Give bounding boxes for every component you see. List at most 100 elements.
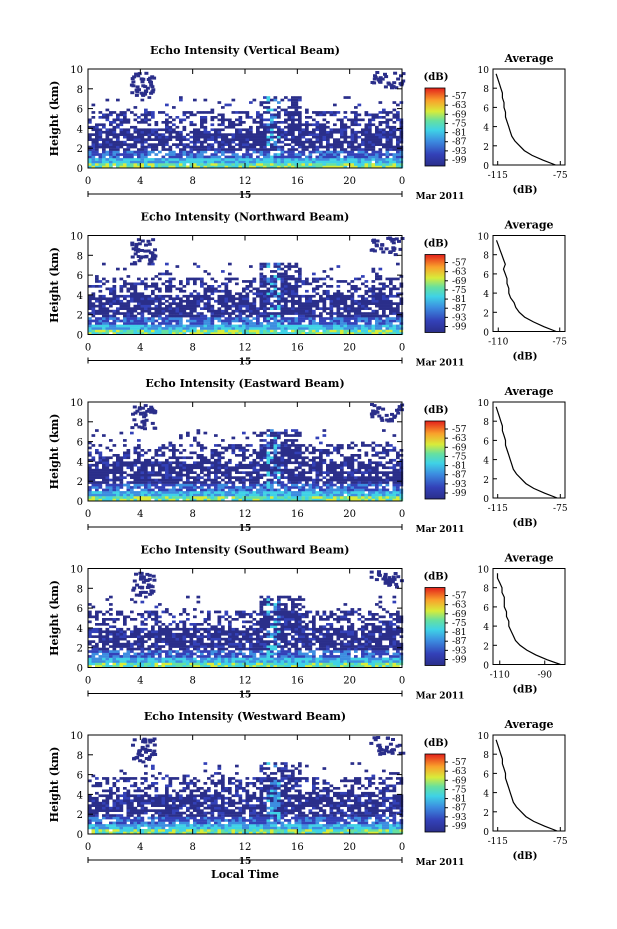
echo-cell <box>270 441 274 445</box>
echo-cell <box>364 444 369 447</box>
echo-cell <box>259 466 264 470</box>
echo-cell <box>368 155 372 159</box>
echo-cell <box>326 481 330 484</box>
echo-cell <box>375 128 379 132</box>
echo-cell <box>396 145 400 149</box>
echo-cell <box>207 297 211 301</box>
echo-cell <box>298 456 302 460</box>
echo-cell <box>382 128 386 132</box>
echo-cell <box>221 148 225 151</box>
echo-cell <box>329 111 334 114</box>
colorbar-tick-label: -87 <box>452 138 467 148</box>
echo-cell <box>252 468 257 472</box>
echo-cell <box>291 491 295 494</box>
panel-title: Echo Intensity (Vertical Beam) <box>150 44 340 57</box>
echo-cell <box>200 297 204 301</box>
echo-cell <box>95 332 99 335</box>
echo-cell <box>280 297 285 301</box>
echo-cell <box>200 493 204 497</box>
echo-cell <box>291 165 295 169</box>
echo-cell <box>137 458 141 462</box>
echo-cell <box>193 324 197 328</box>
echo-cell <box>172 307 176 310</box>
echo-cell <box>161 155 166 159</box>
echo-cell <box>375 294 379 298</box>
echo-cell <box>140 135 145 139</box>
echo-cell <box>224 307 229 310</box>
echo-cell <box>287 322 292 325</box>
echo-cell <box>217 143 222 146</box>
echo-cell <box>172 299 176 303</box>
echo-cell <box>200 496 204 499</box>
echo-cell <box>294 466 299 470</box>
echo-cell <box>312 449 316 452</box>
echo-cell <box>326 332 330 335</box>
echo-cell <box>340 148 344 151</box>
echo-cell <box>249 165 253 169</box>
echo-cell <box>256 307 260 310</box>
echo-cell <box>144 254 149 258</box>
echo-cell <box>102 302 106 305</box>
echo-cell <box>102 148 106 151</box>
echo-cell <box>249 309 253 313</box>
echo-cell <box>350 143 355 146</box>
echo-cell <box>172 143 176 146</box>
echo-cell <box>231 302 236 305</box>
echo-cell <box>371 446 376 450</box>
echo-cell <box>336 289 341 293</box>
echo-cell <box>165 121 169 124</box>
echo-cell <box>336 292 341 296</box>
echo-cell <box>123 143 127 146</box>
echo-cell <box>228 160 232 164</box>
echo-cell <box>179 302 183 305</box>
echo-cell <box>371 441 376 445</box>
echo-cell <box>102 456 106 460</box>
echo-cell <box>228 165 232 169</box>
echo-cell <box>182 285 187 288</box>
echo-cell <box>298 270 302 273</box>
echo-cell <box>224 282 229 286</box>
echo-cell <box>116 493 120 497</box>
echo-cell <box>193 493 197 497</box>
echo-cell <box>196 128 201 132</box>
echo-cell <box>280 304 285 308</box>
echo-cell <box>147 302 152 305</box>
echo-cell <box>207 483 211 487</box>
echo-cell <box>133 476 138 479</box>
echo-cell <box>277 140 281 144</box>
echo-cell <box>401 79 406 83</box>
echo-cell <box>252 304 257 308</box>
echo-cell <box>319 324 323 328</box>
echo-cell <box>151 483 155 487</box>
echo-cell <box>186 496 190 499</box>
echo-cell <box>277 436 281 440</box>
echo-cell <box>102 282 106 286</box>
echo-cell <box>350 145 355 149</box>
echo-cell <box>357 155 362 159</box>
echo-cell <box>394 86 399 90</box>
echo-cell <box>245 155 250 159</box>
echo-cell <box>221 153 225 156</box>
echo-cell <box>273 491 278 494</box>
echo-cell <box>109 299 113 303</box>
echo-cell <box>263 280 267 283</box>
echo-cell <box>336 145 341 149</box>
echo-cell <box>322 145 327 149</box>
echo-cell <box>249 486 253 489</box>
echo-cell <box>291 312 295 315</box>
echo-cell <box>112 319 117 323</box>
echo-cell <box>152 257 157 261</box>
echo-cell <box>340 317 344 320</box>
echo-cell <box>294 332 299 335</box>
echo-cell <box>389 282 393 286</box>
echo-cell <box>329 476 334 479</box>
echo-cell <box>112 317 117 320</box>
echo-cell <box>343 130 348 134</box>
echo-cell <box>266 319 271 323</box>
echo-cell <box>182 143 187 146</box>
echo-cell <box>329 451 334 455</box>
echo-cell <box>354 481 358 484</box>
echo-cell <box>133 145 138 149</box>
echo-cell <box>361 478 365 482</box>
echo-cell <box>221 329 225 333</box>
